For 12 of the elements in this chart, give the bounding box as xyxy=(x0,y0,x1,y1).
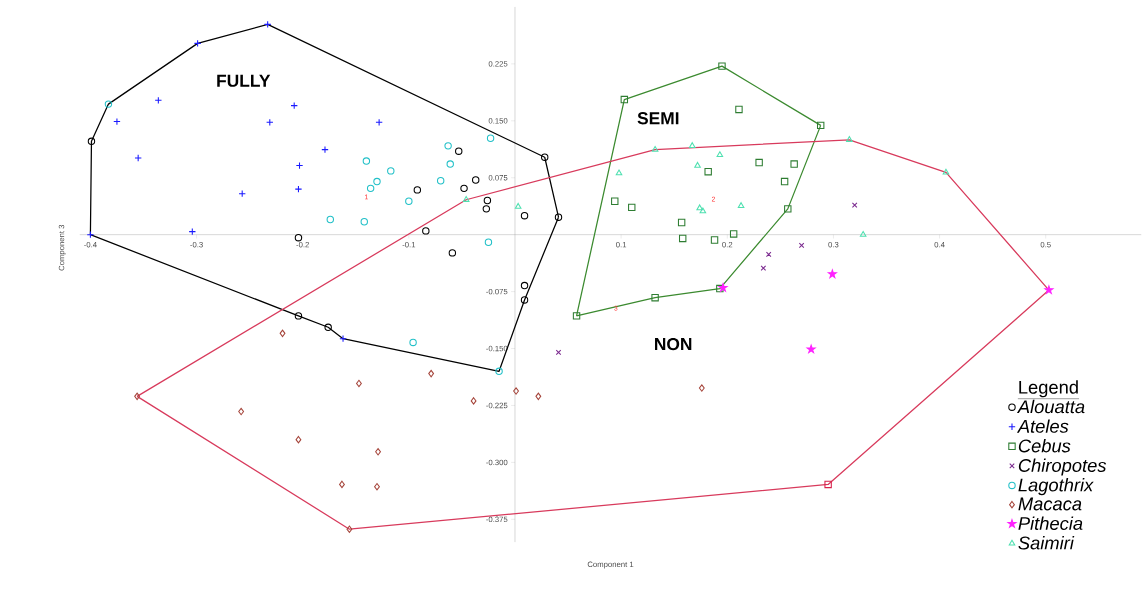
annotation: NON xyxy=(655,338,692,351)
legend-label: Saimiri xyxy=(1018,536,1075,550)
legend-label: Macaca xyxy=(1018,497,1082,511)
legend-title: Legend xyxy=(1019,380,1078,398)
legend-label: Ateles xyxy=(1016,419,1069,433)
annotation: SEMI xyxy=(637,112,679,125)
legend-label: Alouatta xyxy=(1016,399,1085,414)
annotation: FULLY xyxy=(217,74,271,87)
legend-label: Lagothrix xyxy=(1018,478,1094,496)
legend-label: Cebus xyxy=(1018,439,1071,453)
legend-label: Chiropotes xyxy=(1018,458,1107,476)
legend-label: Pithecia xyxy=(1018,516,1083,531)
